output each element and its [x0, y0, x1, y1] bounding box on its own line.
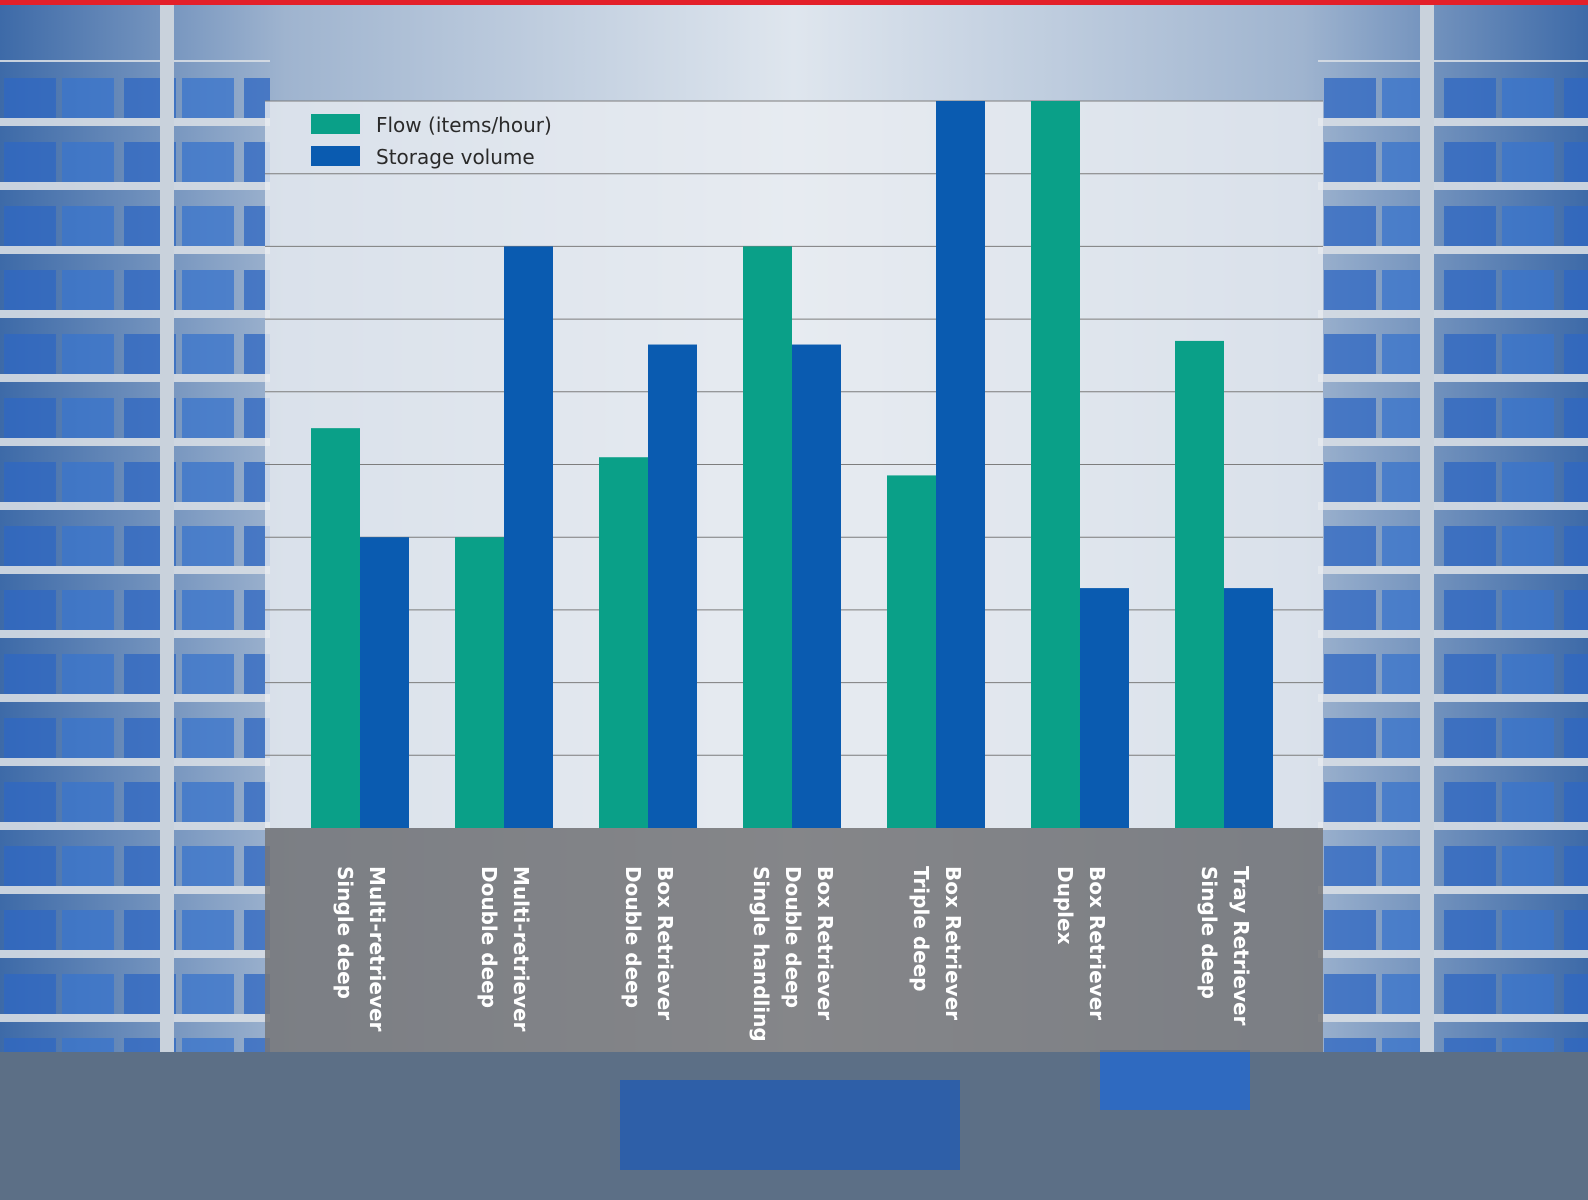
category-label-0: Multi-retriever Single deep [329, 866, 393, 1031]
left-racking [0, 60, 270, 1120]
bar-flow-4 [887, 475, 936, 828]
legend-swatch-storage [311, 146, 360, 166]
category-label-6: Tray Retriever Single deep [1193, 866, 1257, 1025]
right-racking [1318, 60, 1588, 1120]
category-label-1: Multi-retriever Double deep [473, 866, 537, 1031]
category-label-3-line-1: Double deep [781, 866, 805, 1009]
bar-storage-4 [936, 101, 985, 828]
bar-flow-6 [1175, 340, 1224, 828]
category-label-4: Box Retriever Triple deep [905, 866, 969, 1020]
category-label-5: Box Retriever Duplex [1049, 866, 1113, 1020]
category-label-3: Box Retriever Double deep Single handlin… [745, 866, 841, 1042]
bar-storage-5 [1080, 588, 1129, 828]
legend-label-storage: Storage volume [376, 145, 535, 169]
bar-storage-2 [648, 344, 697, 828]
category-label-6-line-0: Tray Retriever [1229, 866, 1253, 1026]
bar-flow-0 [311, 428, 360, 828]
bar-flow-5 [1031, 101, 1080, 828]
category-label-2: Box Retriever Double deep [617, 866, 681, 1020]
category-label-4-line-1: Triple deep [909, 866, 933, 992]
legend: Flow (items/hour) Storage volume [311, 113, 552, 169]
category-label-5-line-1: Duplex [1053, 866, 1077, 945]
category-label-6-line-1: Single deep [1197, 866, 1221, 999]
legend-swatch-flow [311, 114, 360, 134]
category-label-2-line-0: Box Retriever [653, 866, 677, 1021]
category-label-4-line-0: Box Retriever [941, 866, 965, 1021]
bar-storage-3 [792, 344, 841, 828]
category-label-3-line-0: Box Retriever [813, 866, 837, 1021]
category-label-0-line-0: Multi-retriever [365, 866, 389, 1032]
category-label-1-line-0: Multi-retriever [509, 866, 533, 1032]
category-label-band [265, 828, 1323, 1052]
bar-flow-1 [455, 537, 504, 828]
category-label-3-line-2: Single handling [749, 866, 773, 1042]
bar-storage-0 [360, 537, 409, 828]
category-label-1-line-1: Double deep [477, 866, 501, 1009]
legend-label-flow: Flow (items/hour) [376, 113, 552, 137]
top-accent-stripe [0, 0, 1588, 5]
category-label-2-line-1: Double deep [621, 866, 645, 1009]
bar-storage-1 [504, 246, 553, 828]
bar-flow-2 [599, 457, 648, 828]
bar-flow-3 [743, 246, 792, 828]
bars [311, 101, 1273, 828]
category-label-5-line-0: Box Retriever [1085, 866, 1109, 1021]
bar-storage-6 [1224, 588, 1273, 828]
category-label-0-line-1: Single deep [333, 866, 357, 999]
